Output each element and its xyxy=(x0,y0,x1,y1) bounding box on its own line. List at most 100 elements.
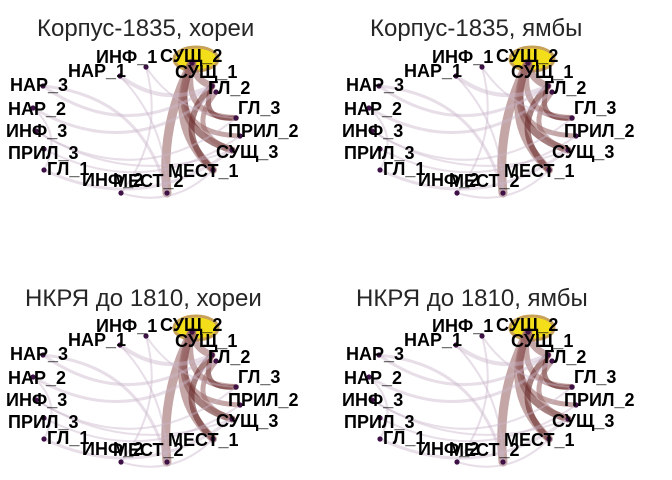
node-label-susch-1: СУЩ_1 xyxy=(175,62,237,82)
node-dot-pril-2 xyxy=(237,402,243,408)
node-dot-inf-3 xyxy=(33,128,39,134)
node-label-pril-3: ПРИЛ_3 xyxy=(344,143,415,163)
edge-gl-2-susch-3 xyxy=(200,358,235,422)
edge-nar-2-gl-1 xyxy=(368,107,389,171)
node-dot-mest-2 xyxy=(500,459,506,465)
node-label-gl-1: ГЛ_1 xyxy=(47,428,89,448)
edge-inf-2-mest-1 xyxy=(120,438,214,468)
panel-title: Корпус-1835, хореи xyxy=(37,15,254,42)
node-dot-gl-1 xyxy=(41,436,47,442)
edge-inf-3-susch-3 xyxy=(371,399,569,436)
node-dot-gl-2 xyxy=(549,89,555,95)
node-dot-pril-3 xyxy=(41,146,47,152)
node-dot-nar-3 xyxy=(40,352,46,358)
edge-inf-2-mest-1 xyxy=(456,169,550,199)
node-dot-nar-2 xyxy=(366,105,372,111)
node-label-inf-3: ИНФ_3 xyxy=(6,121,67,141)
edge-nar-2-gl-2 xyxy=(31,90,218,134)
edge-inf-2-mest-1 xyxy=(120,169,214,199)
edge-nar-3-mest-2 xyxy=(377,353,505,464)
node-label-mest-1: МЕСТ_1 xyxy=(504,161,575,181)
edge-gl-2-susch-3 xyxy=(536,89,571,153)
node-dot-inf-2 xyxy=(454,459,460,465)
edge-inf-1-inf-2 xyxy=(456,66,489,194)
node-dot-pril-3 xyxy=(41,415,47,421)
node-label-susch-3: СУЩ_3 xyxy=(552,142,614,162)
edge-inf-3-gl-3 xyxy=(371,386,573,430)
node-dot-susch-2 xyxy=(525,329,531,335)
node-label-susch-2: СУЩ_2 xyxy=(160,315,222,335)
node-dot-nar-3 xyxy=(40,83,46,89)
node-dot-mest-2 xyxy=(164,190,170,196)
edge-inf-1-gl-3 xyxy=(145,335,237,388)
edge-gl-2-susch-3 xyxy=(536,358,571,422)
node-dot-nar-2 xyxy=(30,105,36,111)
node-dot-inf-2 xyxy=(118,459,124,465)
edge-inf-3-susch-3 xyxy=(371,130,569,167)
edges-group xyxy=(31,45,243,199)
node-dot-susch-1 xyxy=(545,83,551,89)
node-label-pril-2: ПРИЛ_2 xyxy=(564,121,635,141)
edge-susch-1-gl-3 xyxy=(205,352,239,390)
node-dot-mest-1 xyxy=(210,167,216,173)
edge-gl-1-susch-3 xyxy=(378,417,570,460)
node-label-inf-1: ИНФ_1 xyxy=(96,316,157,336)
node-dot-nar-1 xyxy=(453,342,459,348)
edge-nar-3-susch-1 xyxy=(41,84,214,118)
edge-nar-2-gl-2 xyxy=(31,359,218,403)
node-label-inf-3: ИНФ_3 xyxy=(342,121,403,141)
node-dot-inf-1 xyxy=(143,333,149,339)
node-label-susch-2: СУЩ_2 xyxy=(496,315,558,335)
edge-susch-2-mest-2 xyxy=(161,58,197,198)
node-dot-pril-2 xyxy=(237,133,243,139)
node-label-nar-2: НАР_2 xyxy=(8,368,66,388)
edge-inf-1-gl-3 xyxy=(145,66,237,119)
node-label-nar-2: НАР_2 xyxy=(344,368,402,388)
node-dot-nar-1 xyxy=(117,342,123,348)
node-label-inf-1: ИНФ_1 xyxy=(96,47,157,67)
node-dot-mest-2 xyxy=(500,190,506,196)
edge-nar-3-susch-1 xyxy=(41,353,214,387)
node-dot-mest-1 xyxy=(546,436,552,442)
node-dot-gl-3 xyxy=(233,384,239,390)
node-label-gl-3: ГЛ_3 xyxy=(574,367,616,387)
node-label-gl-2: ГЛ_2 xyxy=(208,78,250,98)
node-label-nar-3: НАР_3 xyxy=(10,344,68,364)
edge-susch-2-mest-2 xyxy=(497,58,533,198)
edge-inf-1-inf-2 xyxy=(120,335,153,463)
edge-susch-1-mest-1 xyxy=(188,83,216,173)
edge-pril-3-pril-2 xyxy=(43,135,241,174)
edge-nar-3-susch-1 xyxy=(377,84,550,118)
panel-title: НКРЯ до 1810, хореи xyxy=(25,285,262,312)
node-label-inf-1: ИНФ_1 xyxy=(432,47,493,67)
node-dot-gl-3 xyxy=(233,115,239,121)
node-label-gl-2: ГЛ_2 xyxy=(544,78,586,98)
panel-2: Корпус-1835, ямбы СУЩ_2 СУЩ_1 ГЛ_2 ГЛ_3 ПРИЛ_… xyxy=(336,0,672,240)
edges-group xyxy=(31,314,243,468)
node-dot-pril-3 xyxy=(377,415,383,421)
node-dot-pril-2 xyxy=(573,133,579,139)
node-dot-inf-1 xyxy=(479,333,485,339)
node-label-inf-2: ИНФ_2 xyxy=(82,170,143,190)
edge-susch-2-mest-2 xyxy=(161,327,197,467)
node-label-pril-2: ПРИЛ_2 xyxy=(228,121,299,141)
node-dot-pril-3 xyxy=(377,146,383,152)
edge-susch-1-gl-3 xyxy=(205,83,239,121)
node-dot-gl-2 xyxy=(549,358,555,364)
edge-inf-3-susch-3 xyxy=(35,399,233,436)
edge-nar-2-gl-1 xyxy=(32,107,53,171)
edge-nar-1-susch-1 xyxy=(118,343,214,367)
node-label-nar-1: НАР_1 xyxy=(404,61,462,81)
node-label-inf-2: ИНФ_2 xyxy=(418,439,479,459)
node-label-nar-3: НАР_3 xyxy=(10,75,68,95)
node-dot-inf-2 xyxy=(454,190,460,196)
node-label-pril-2: ПРИЛ_2 xyxy=(564,390,635,410)
edge-inf-3-gl-3 xyxy=(371,117,573,161)
node-label-susch-1: СУЩ_1 xyxy=(511,331,573,351)
node-dot-susch-2 xyxy=(525,60,531,66)
node-dot-susch-2 xyxy=(189,329,195,335)
edge-gl-1-susch-3 xyxy=(42,417,234,460)
node-label-susch-3: СУЩ_3 xyxy=(552,411,614,431)
node-label-nar-2: НАР_2 xyxy=(8,99,66,119)
node-label-mest-2: МЕСТ_2 xyxy=(449,440,520,460)
